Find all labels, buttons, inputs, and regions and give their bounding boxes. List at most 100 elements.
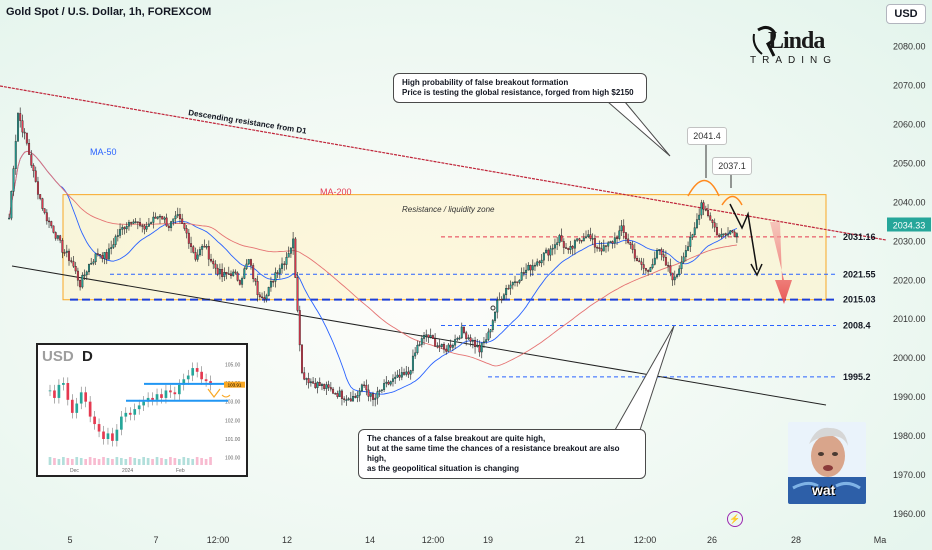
candle-body — [267, 286, 270, 296]
candle-body — [28, 143, 31, 155]
avatar: wat — [788, 422, 866, 504]
x-tick-label: 19 — [483, 535, 493, 545]
candle-body — [281, 263, 284, 269]
key-level-label: 1995.2 — [843, 372, 871, 382]
inset-volume-bar — [66, 458, 70, 465]
candle-body — [14, 141, 17, 169]
candle-body — [79, 280, 82, 288]
inset-candle — [111, 433, 114, 441]
candle-body — [416, 344, 419, 354]
candle-body — [525, 269, 528, 274]
candle-body — [498, 298, 501, 301]
candle-body — [356, 395, 359, 398]
current-price-tag — [887, 217, 931, 232]
callout-top-line1: High probability of false breakout forma… — [402, 78, 569, 87]
candle-body — [571, 246, 574, 249]
candle-body — [553, 244, 556, 249]
candle-body — [644, 268, 647, 271]
candle-body — [30, 154, 33, 166]
inset-volume-bar — [160, 458, 163, 465]
candle-body — [107, 248, 110, 260]
candle-body — [41, 198, 44, 209]
candle-body — [385, 381, 388, 384]
candle-body — [527, 264, 530, 271]
candle-body — [81, 274, 84, 288]
candle-body — [547, 249, 550, 256]
inset-volume-bar — [102, 457, 105, 465]
candle-body — [494, 311, 497, 321]
callout-top-line2: Price is testing the global resistance, … — [402, 88, 634, 97]
candle-body — [713, 222, 716, 228]
inset-title: USD D — [42, 348, 93, 365]
x-tick-label: 26 — [707, 535, 717, 545]
candle-body — [438, 345, 441, 347]
callout-top-pointer — [607, 101, 671, 157]
candle-body — [48, 220, 51, 223]
candle-body — [139, 222, 141, 226]
inset-volume-bar — [204, 459, 208, 465]
candle-body — [212, 260, 215, 265]
candle-body — [631, 244, 634, 250]
candle-body — [74, 266, 77, 272]
logo-face-icon — [752, 25, 776, 57]
candle-body — [596, 246, 599, 249]
candle-body — [569, 246, 572, 250]
candle-body — [285, 256, 288, 265]
candle-body — [593, 238, 596, 248]
candle-body — [174, 215, 177, 220]
candle-body — [647, 270, 650, 272]
currency-button[interactable]: USD — [886, 4, 926, 24]
inset-y-tick: 102.00 — [225, 418, 241, 424]
candle-body — [221, 269, 224, 277]
candle-body — [39, 194, 42, 199]
inset-candle — [48, 390, 52, 392]
candle-body — [214, 263, 217, 269]
candle-body — [733, 231, 736, 238]
candle-body — [378, 390, 381, 392]
candle-body — [141, 225, 144, 227]
candle-body — [283, 263, 286, 266]
candle-body — [591, 238, 594, 240]
candle-body — [620, 225, 623, 232]
candle-body — [500, 298, 503, 301]
candle-body — [68, 250, 70, 261]
inset-volume-bar — [93, 458, 96, 465]
inset-volume-bar — [195, 457, 199, 465]
inset-candle — [88, 401, 92, 417]
candle-body — [190, 243, 193, 247]
chart-title: Gold Spot / U.S. Dollar, 1h, FOREXCOM — [6, 6, 212, 18]
candle-body — [156, 216, 159, 219]
candle-body — [125, 226, 128, 230]
candle-body — [12, 168, 15, 192]
candle-body — [722, 233, 725, 235]
candle-body — [711, 220, 714, 223]
candle-body — [338, 390, 341, 397]
inset-candle — [133, 409, 137, 415]
candle-body — [163, 217, 166, 220]
inset-volume-bar — [84, 459, 88, 465]
candle-body — [254, 278, 257, 282]
candle-body — [622, 225, 625, 233]
inset-candle — [151, 397, 154, 400]
candle-body — [276, 272, 279, 274]
flash-icon[interactable]: ⚡ — [727, 511, 743, 527]
inset-volume-bar — [57, 459, 61, 465]
brand-logo: Linda TRADING — [750, 24, 850, 68]
candle-body — [689, 237, 692, 247]
candle-body — [411, 355, 414, 371]
inset-candle — [164, 390, 168, 398]
candle-body — [431, 335, 434, 339]
inset-volume-bar — [151, 459, 154, 465]
candle-body — [154, 216, 157, 219]
candle-body — [181, 218, 184, 224]
inset-volume-bar — [200, 458, 203, 465]
candle-body — [243, 268, 246, 279]
candle-body — [167, 225, 170, 228]
candle-body — [121, 227, 124, 230]
candle-body — [196, 254, 199, 260]
x-tick-label: 12:00 — [634, 535, 657, 545]
candle-body — [536, 261, 539, 266]
candle-body — [59, 235, 62, 241]
candle-body — [449, 344, 452, 348]
